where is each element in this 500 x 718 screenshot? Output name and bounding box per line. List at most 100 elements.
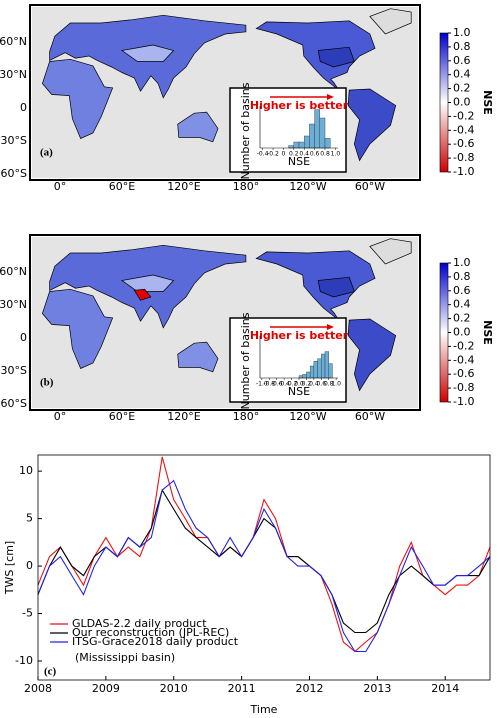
lon-label: 180°: [233, 410, 260, 423]
colorbar-tick-label: 0.2: [453, 82, 471, 95]
hist-ylabel: Number of basins: [239, 82, 252, 179]
plot-frame: [37, 454, 491, 681]
annotation: (Mississippi basin): [75, 651, 175, 664]
colorbar-tick-label: 1.0: [453, 26, 471, 39]
colorbar-tick-label: -0.4: [453, 123, 474, 136]
legend-label: GLDAS-2.2 daily product: [72, 617, 207, 630]
hist-bar: [304, 135, 310, 149]
colorbar-tick-label: -0.6: [453, 137, 474, 150]
x-tick-label: 2014: [431, 682, 459, 695]
panel-label: (c): [44, 666, 57, 678]
lat-label: 0: [20, 331, 27, 344]
lat-label: 60°S: [1, 397, 27, 410]
basin: [255, 20, 376, 91]
colorbar-tick-label: 0.4: [453, 68, 471, 81]
colorbar: [439, 32, 449, 173]
hist-bar: [302, 374, 307, 379]
hist-tick-label: 0.0: [294, 381, 304, 388]
basin: [347, 88, 397, 162]
y-tick-label: 10: [19, 464, 33, 477]
panel-label: (b): [40, 377, 54, 389]
colorbar-tick-label: -0.2: [453, 109, 474, 122]
lat-label: 30°N: [0, 298, 27, 311]
x-tick-label: 2010: [160, 682, 188, 695]
arrow-head: [327, 94, 334, 100]
lon-label: 60°E: [109, 410, 135, 423]
x-tick-label: 2012: [295, 682, 323, 695]
colorbar-tick-label: 0.8: [453, 270, 471, 283]
lon-label: 120°E: [167, 180, 200, 193]
hist-bar: [319, 117, 326, 149]
lon-label: 60°W: [355, 180, 385, 193]
hist-tick-label: 0.2: [302, 381, 312, 388]
lat-label: 60°N: [0, 35, 27, 48]
hist-xlabel: NSE: [288, 385, 310, 398]
hist-tick-label: 0.4: [309, 381, 319, 388]
lat-label: 60°N: [0, 265, 27, 278]
arrow-head: [327, 324, 334, 330]
hist-bar: [313, 361, 318, 379]
lat-label: 60°S: [1, 167, 27, 180]
colorbar-tick-label: 0.2: [453, 312, 471, 325]
series-line: [37, 479, 491, 653]
x-tick-label: 2011: [228, 682, 256, 695]
basin: [177, 341, 219, 373]
colorbar-tick-label: 0.4: [453, 298, 471, 311]
legend-label: ITSG-Grace2018 daily product: [72, 635, 239, 648]
hist-bar: [314, 109, 321, 149]
hist-tick-label: -1.0: [256, 381, 268, 388]
hist-tick-label: 1.0: [331, 381, 341, 388]
colorbar-tick-label: -0.2: [453, 339, 474, 352]
hist-bar: [293, 141, 300, 149]
hist-bar: [298, 141, 305, 149]
colorbar-tick-label: 0.8: [453, 40, 471, 53]
y-tick-label: 0: [26, 559, 33, 572]
hist-tick-label: 1.0: [331, 151, 341, 158]
basin: [369, 8, 412, 35]
hist-bar: [298, 375, 303, 379]
legend-label: Our reconstruction (JPL-REC): [72, 626, 229, 639]
lon-label: 120°E: [167, 410, 200, 423]
basin: [255, 250, 376, 321]
lat-label: 30°N: [0, 68, 27, 81]
x-tick-label: 2008: [24, 682, 52, 695]
lon-label: 60°E: [109, 180, 135, 193]
hist-bar: [328, 363, 333, 379]
colorbar-tick-label: -0.6: [453, 367, 474, 380]
hist-bar: [324, 138, 331, 149]
colorbar-tick-label: 0.0: [453, 326, 471, 339]
y-tick-label: -5: [22, 607, 33, 620]
lon-label: 0°: [54, 180, 67, 193]
basin: [42, 58, 114, 139]
y-tick-label: -10: [15, 654, 33, 667]
hist-tick-label: 0.6: [317, 381, 327, 388]
basin: [121, 274, 175, 292]
hist-tick-label: 0.8: [320, 151, 330, 158]
series-line: [37, 488, 491, 634]
x-tick-label: 2013: [363, 682, 391, 695]
basin: [317, 46, 355, 68]
colorbar-tick-label: 1.0: [453, 256, 471, 269]
hist-bar: [309, 123, 315, 149]
colorbar-label: NSE: [481, 320, 494, 345]
lon-label: 120°W: [289, 180, 326, 193]
hist-tick-label: 0.8: [324, 381, 334, 388]
lat-label: 30°S: [1, 134, 27, 147]
hist-bar: [306, 371, 311, 379]
lon-label: 0°: [54, 410, 67, 423]
lat-label: 0: [20, 101, 27, 114]
colorbar-label: NSE: [481, 90, 494, 115]
basin: [177, 111, 219, 143]
inset-box: [229, 87, 347, 173]
hist-bar: [309, 365, 315, 379]
hist-tick-label: -0.2: [267, 151, 279, 158]
hist-tick-label: -0.6: [271, 381, 283, 388]
lon-label: 60°W: [355, 410, 385, 423]
hist-tick-label: -0.4: [278, 381, 290, 388]
hist-tick-label: 0.6: [310, 151, 320, 158]
hist-tick-label: -0.8: [263, 381, 275, 388]
hist-ylabel: Number of basins: [239, 312, 252, 409]
hist-bar: [288, 145, 295, 149]
hist-bar: [317, 358, 322, 379]
